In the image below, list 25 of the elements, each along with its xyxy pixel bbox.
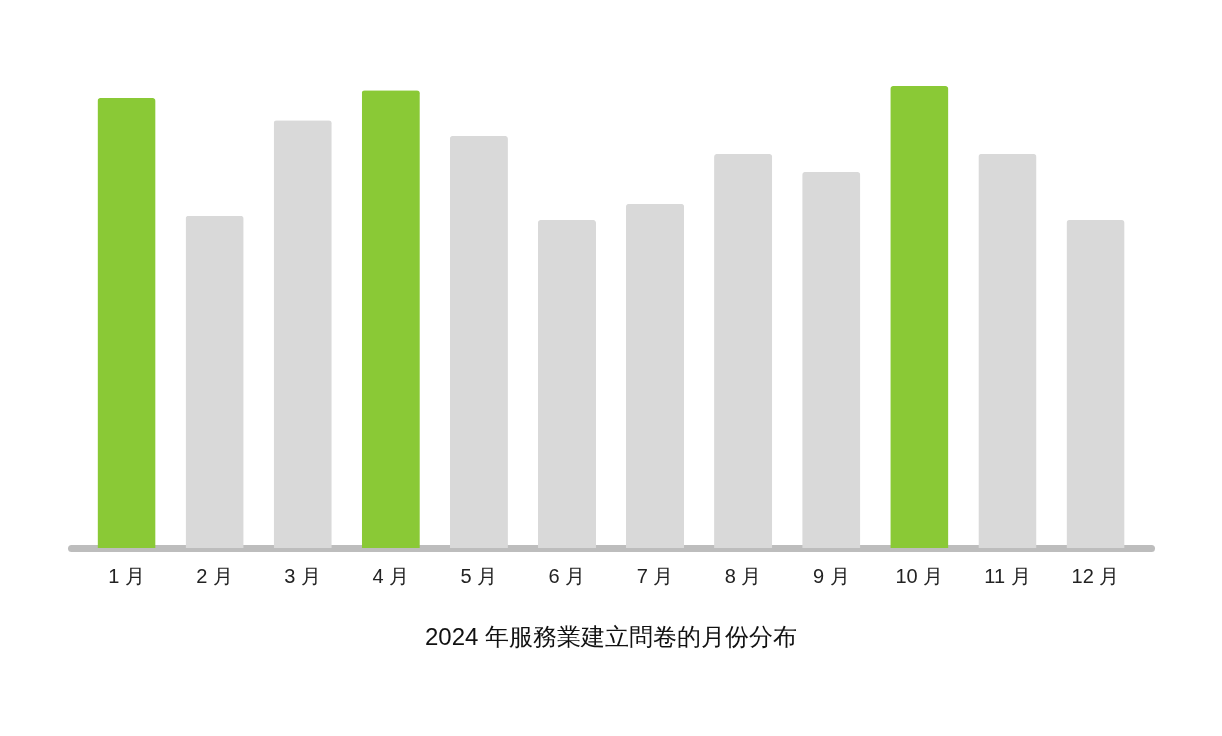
- x-tick-label: 7 月: [636, 564, 674, 587]
- bar: [802, 171, 861, 548]
- text: 2024 年服務業建立問卷的月份分布: [424, 623, 798, 650]
- bar: [978, 153, 1037, 548]
- bar: [1066, 219, 1125, 548]
- x-tick-label: 4 月: [372, 564, 410, 587]
- x-tick-label: 3 月: [284, 564, 322, 587]
- bar: [890, 86, 949, 548]
- x-tick-label: 6 月: [548, 564, 586, 587]
- x-tick-label: 11 月: [984, 564, 1031, 587]
- bar: [714, 153, 773, 548]
- bar: [361, 90, 420, 548]
- x-tick-label: 12 月: [1071, 564, 1120, 587]
- x-tick-label: 2 月: [196, 564, 233, 587]
- x-tick-label: 10 月: [895, 564, 944, 587]
- bar: [97, 98, 156, 548]
- x-tick-label: 9 月: [812, 564, 850, 587]
- bar: [537, 219, 597, 548]
- bar: [449, 135, 508, 548]
- x-tick-label: 8 月: [724, 564, 762, 587]
- bar: [273, 120, 332, 548]
- x-tick-label: 5 月: [460, 564, 498, 587]
- bar: [625, 203, 685, 548]
- x-tick-label: 1 月: [108, 564, 145, 587]
- bar: [185, 215, 244, 548]
